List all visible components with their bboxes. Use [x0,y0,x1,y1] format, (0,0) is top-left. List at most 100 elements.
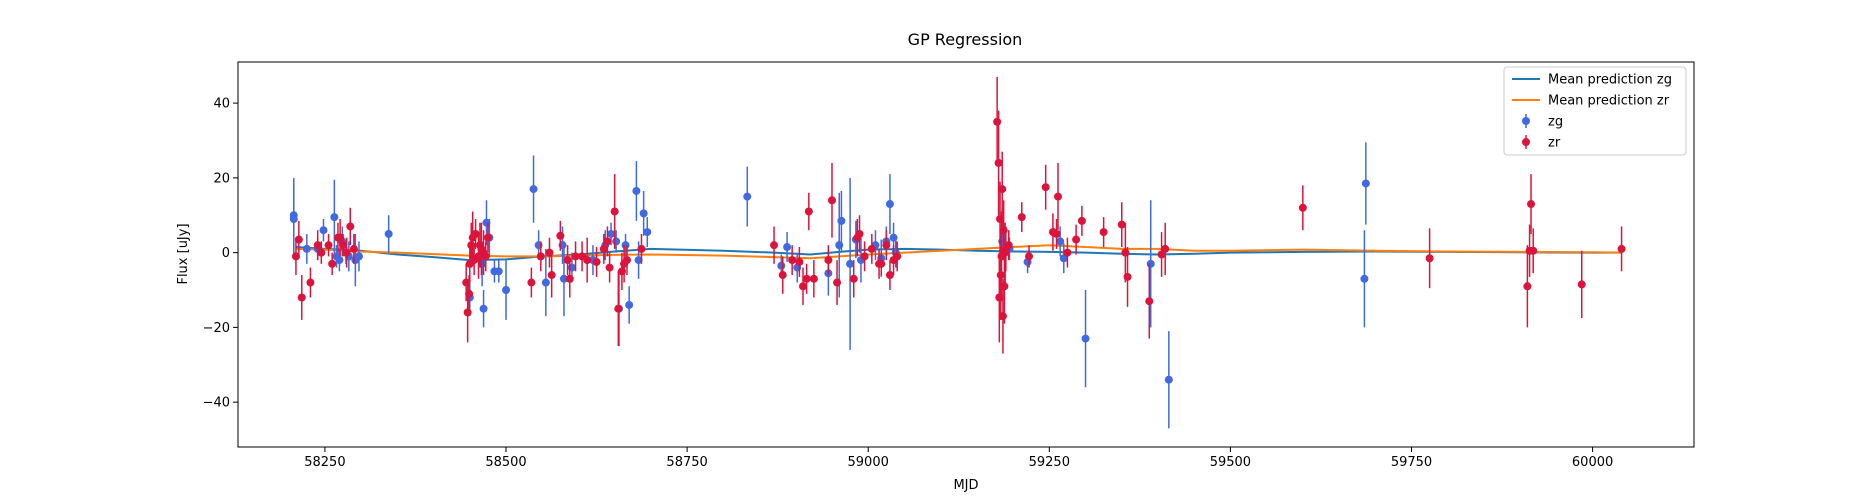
zr-point [306,278,315,287]
zr-point [592,257,601,266]
zr-point [1117,220,1126,229]
zg-point [384,229,393,238]
zg-point [777,261,786,270]
y-tick-label: 0 [222,246,230,261]
zr-point [1053,192,1062,201]
zr-point [471,229,480,238]
zr-point [1077,216,1086,225]
x-axis-label: MJD [953,478,978,493]
zr-point [893,252,902,261]
zr-point [328,259,337,268]
zr-point [342,248,351,257]
zr-point [809,274,818,283]
legend-label-mean-prediction-zr: Mean prediction zr [1548,94,1670,109]
zr-point [804,207,813,216]
zr-point [788,256,797,265]
zr-point [1529,246,1538,255]
zr-point [993,117,1002,126]
zr-point [571,252,580,261]
plot-frame [237,61,1695,448]
x-tick-label: 59750 [1391,455,1432,470]
zr-point [1298,203,1307,212]
zr-point [349,244,358,253]
legend-marker-zr [1522,138,1530,146]
y-tick-label: 40 [213,97,230,112]
zr-point [324,241,333,250]
series-zr [291,76,1626,354]
x-tick-label: 59500 [1210,455,1251,470]
x-tick-label: 58250 [304,455,345,470]
zr-point [605,263,614,272]
zr-point [885,271,894,280]
zg-point [319,226,328,235]
x-tick-label: 58750 [666,455,707,470]
zr-point [833,278,842,287]
zr-point [336,233,345,242]
zr-point [770,241,779,250]
x-tick-label: 58500 [485,455,526,470]
zr-point [565,274,574,283]
zg-point [621,241,630,250]
zg-point [1361,179,1370,188]
zg-point [335,256,344,265]
zr-point [614,304,623,313]
zg-point [632,186,641,195]
chart-title: GP Regression [908,30,1023,49]
chart-legend: Mean prediction zg Mean prediction zr zg zr [1503,66,1687,156]
zr-point [1063,248,1072,257]
zg-point [743,192,752,201]
zr-point [1161,244,1170,253]
zr-point [882,241,891,250]
zr-point [603,237,612,246]
zg-point [354,252,363,261]
zg-point [885,200,894,209]
zg-point [846,259,855,268]
zg-point [612,237,621,246]
zr-point [622,256,631,265]
zr-point [297,293,306,302]
zg-point [783,243,792,252]
zg-point [1146,259,1155,268]
zr-point [313,241,322,250]
zr-point [849,274,858,283]
zr-point [291,252,300,261]
legend-label-zg: zg [1548,115,1563,130]
zr-point [527,278,536,287]
zr-point [867,244,876,253]
zr-point [465,289,474,298]
zr-point [317,248,326,257]
zr-point [481,252,490,261]
zr-point [1617,244,1626,253]
x-axis-ticks: 58250 58500 58750 59000 59250 59500 59750 60000 [304,447,1613,470]
x-tick-label: 59000 [848,455,889,470]
y-axis-ticks: −40 −20 0 20 40 [203,97,238,411]
zr-point [1017,213,1026,222]
zg-point [479,304,488,313]
zg-point [643,228,652,237]
zr-point [827,196,836,205]
zr-point [339,241,348,250]
zg-point [1164,375,1173,384]
zr-point [1025,252,1034,261]
zr-point [294,235,303,244]
legend-label-zr: zr [1548,136,1561,151]
data-points [289,76,1626,429]
zr-point [799,282,808,291]
zr-point [877,259,886,268]
zr-point [1041,183,1050,192]
y-tick-label: −40 [203,396,230,411]
zr-point [998,312,1007,321]
zr-point [346,222,355,231]
zr-point [1577,280,1586,289]
zg-point [607,229,616,238]
zr-point [1527,200,1536,209]
y-tick-label: −20 [203,321,230,336]
zr-point [802,274,811,283]
zg-point [302,244,311,253]
zr-point [855,229,864,238]
zr-point [483,233,492,242]
zg-point [1081,334,1090,343]
zr-point [1145,297,1154,306]
zg-point [330,213,339,222]
legend-label-mean-prediction-zg: Mean prediction zg [1548,73,1672,88]
